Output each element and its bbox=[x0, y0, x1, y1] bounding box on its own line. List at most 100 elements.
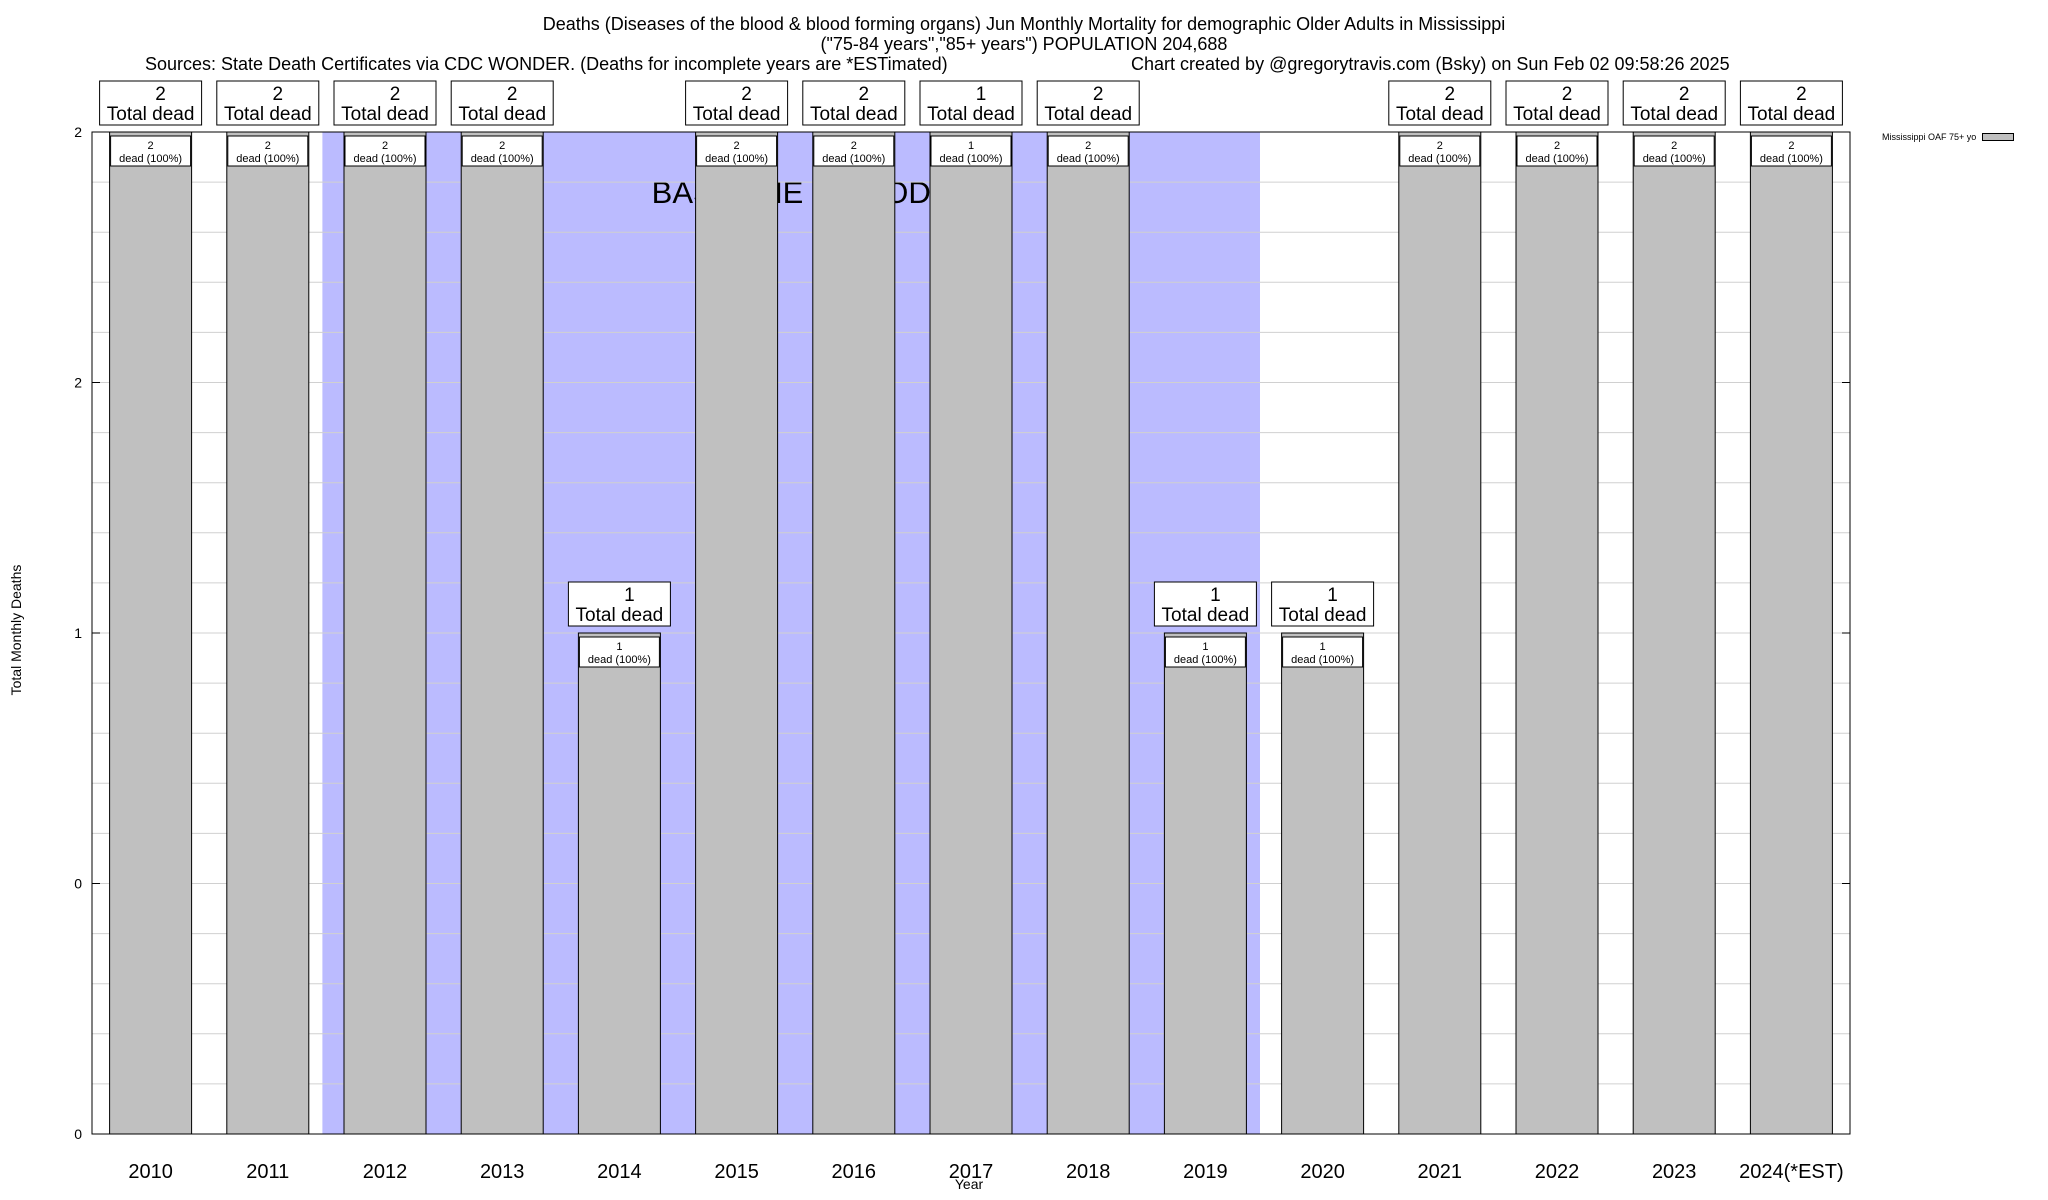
total-label-box bbox=[1739, 80, 1843, 126]
total-label-box bbox=[919, 80, 1023, 126]
bar-2011 bbox=[226, 131, 310, 1135]
bar-2010 bbox=[109, 131, 193, 1135]
inner-label-box bbox=[1516, 135, 1598, 167]
total-label-text: Total dead bbox=[1279, 605, 1367, 626]
inner-label-number: 2 bbox=[382, 140, 388, 152]
total-label-box bbox=[333, 80, 437, 126]
x-tick-label: 2018 bbox=[1066, 1161, 1111, 1183]
x-tick-label: 2017 bbox=[949, 1161, 994, 1183]
inner-label-number: 1 bbox=[1320, 641, 1326, 653]
total-label-box bbox=[802, 80, 906, 126]
y-tick-label: 2 bbox=[74, 124, 82, 140]
legend-swatch bbox=[1982, 133, 2015, 141]
bar-2014 bbox=[577, 632, 661, 1135]
bar-2023 bbox=[1632, 131, 1716, 1135]
bar-2024(*EST) bbox=[1749, 131, 1833, 1135]
inner-label-number: 1 bbox=[1202, 641, 1208, 653]
bar-2015 bbox=[695, 131, 779, 1135]
inner-label-text: dead (100%) bbox=[1760, 153, 1823, 165]
x-tick-label: 2015 bbox=[714, 1161, 759, 1183]
inner-label-number: 2 bbox=[851, 140, 857, 152]
total-label-number: 2 bbox=[1445, 84, 1456, 105]
chart-title-line-2: ("75-84 years","85+ years") POPULATION 2… bbox=[820, 34, 1228, 54]
inner-label-box bbox=[1164, 636, 1246, 668]
x-tick-label: 2023 bbox=[1652, 1161, 1697, 1183]
total-label-number: 1 bbox=[976, 84, 987, 105]
x-tick-label: 2019 bbox=[1183, 1161, 1228, 1183]
total-label-box bbox=[216, 80, 320, 126]
x-tick-label: 2020 bbox=[1300, 1161, 1345, 1183]
y-tick-label: 2 bbox=[74, 375, 82, 391]
inner-label-box bbox=[696, 135, 778, 167]
total-label-number: 1 bbox=[624, 585, 635, 606]
inner-label-text: dead (100%) bbox=[1408, 153, 1471, 165]
total-label-number: 2 bbox=[1796, 84, 1807, 105]
total-label-text: Total dead bbox=[927, 104, 1015, 125]
total-label-text: Total dead bbox=[224, 104, 312, 125]
total-label-number: 2 bbox=[273, 84, 284, 105]
inner-label-text: dead (100%) bbox=[1174, 654, 1237, 666]
x-tick-label: 2013 bbox=[480, 1161, 525, 1183]
total-label-number: 1 bbox=[1210, 585, 1221, 606]
y-axis-label: Total Monthly Deaths bbox=[8, 564, 24, 696]
x-tick-label: 2024(*EST) bbox=[1739, 1161, 1844, 1183]
inner-label-number: 1 bbox=[968, 140, 974, 152]
x-tick-label: 2014 bbox=[597, 1161, 642, 1183]
x-tick-label: 2016 bbox=[832, 1161, 877, 1183]
inner-label-text: dead (100%) bbox=[354, 153, 417, 165]
inner-label-text: dead (100%) bbox=[1526, 153, 1589, 165]
bar-2019 bbox=[1163, 632, 1247, 1135]
total-label-text: Total dead bbox=[576, 605, 664, 626]
inner-label-number: 2 bbox=[1437, 140, 1443, 152]
inner-label-number: 2 bbox=[1671, 140, 1677, 152]
total-label-number: 2 bbox=[390, 84, 401, 105]
total-label-text: Total dead bbox=[810, 104, 898, 125]
chart-title-line-1: Deaths (Diseases of the blood & blood fo… bbox=[542, 14, 1506, 34]
inner-label-text: dead (100%) bbox=[940, 153, 1003, 165]
total-label-box bbox=[450, 80, 554, 126]
total-label-number: 2 bbox=[741, 84, 752, 105]
total-label-box bbox=[1388, 80, 1492, 126]
inner-label-box bbox=[1750, 135, 1832, 167]
inner-label-number: 2 bbox=[148, 140, 154, 152]
bar-2017 bbox=[929, 131, 1013, 1135]
inner-label-text: dead (100%) bbox=[1643, 153, 1706, 165]
inner-label-number: 1 bbox=[616, 641, 622, 653]
inner-label-text: dead (100%) bbox=[705, 153, 768, 165]
total-label-text: Total dead bbox=[1044, 104, 1132, 125]
legend-label: Mississippi OAF 75+ yo bbox=[1882, 132, 1977, 142]
inner-label-number: 2 bbox=[1554, 140, 1560, 152]
inner-label-text: dead (100%) bbox=[236, 153, 299, 165]
inner-label-text: dead (100%) bbox=[588, 654, 651, 666]
total-label-number: 1 bbox=[1327, 585, 1338, 606]
inner-label-text: dead (100%) bbox=[1291, 654, 1354, 666]
inner-label-box bbox=[1633, 135, 1715, 167]
bar-2013 bbox=[460, 131, 544, 1135]
inner-label-box bbox=[1282, 636, 1364, 668]
inner-label-text: dead (100%) bbox=[1057, 153, 1120, 165]
inner-label-box bbox=[461, 135, 543, 167]
inner-label-number: 2 bbox=[499, 140, 505, 152]
total-label-number: 2 bbox=[1562, 84, 1573, 105]
inner-label-box bbox=[578, 636, 660, 668]
x-tick-label: 2011 bbox=[246, 1161, 289, 1183]
inner-label-box bbox=[227, 135, 309, 167]
inner-label-box bbox=[1399, 135, 1481, 167]
total-label-text: Total dead bbox=[1630, 104, 1718, 125]
y-tick-label: 0 bbox=[74, 1126, 82, 1142]
total-label-box bbox=[1505, 80, 1609, 126]
total-label-number: 2 bbox=[507, 84, 518, 105]
total-label-number: 2 bbox=[859, 84, 870, 105]
chart-sources: Sources: State Death Certificates via CD… bbox=[145, 54, 948, 74]
bar-2021 bbox=[1398, 131, 1482, 1135]
inner-label-box bbox=[930, 135, 1012, 167]
bar-2012 bbox=[343, 131, 427, 1135]
total-label-text: Total dead bbox=[693, 104, 781, 125]
inner-label-number: 2 bbox=[1788, 140, 1794, 152]
total-label-box bbox=[99, 80, 203, 126]
y-tick-label: 1 bbox=[74, 625, 82, 641]
inner-label-box bbox=[813, 135, 895, 167]
chart-credit: Chart created by @gregorytravis.com (Bsk… bbox=[1131, 54, 1730, 74]
total-label-box bbox=[1271, 581, 1375, 627]
